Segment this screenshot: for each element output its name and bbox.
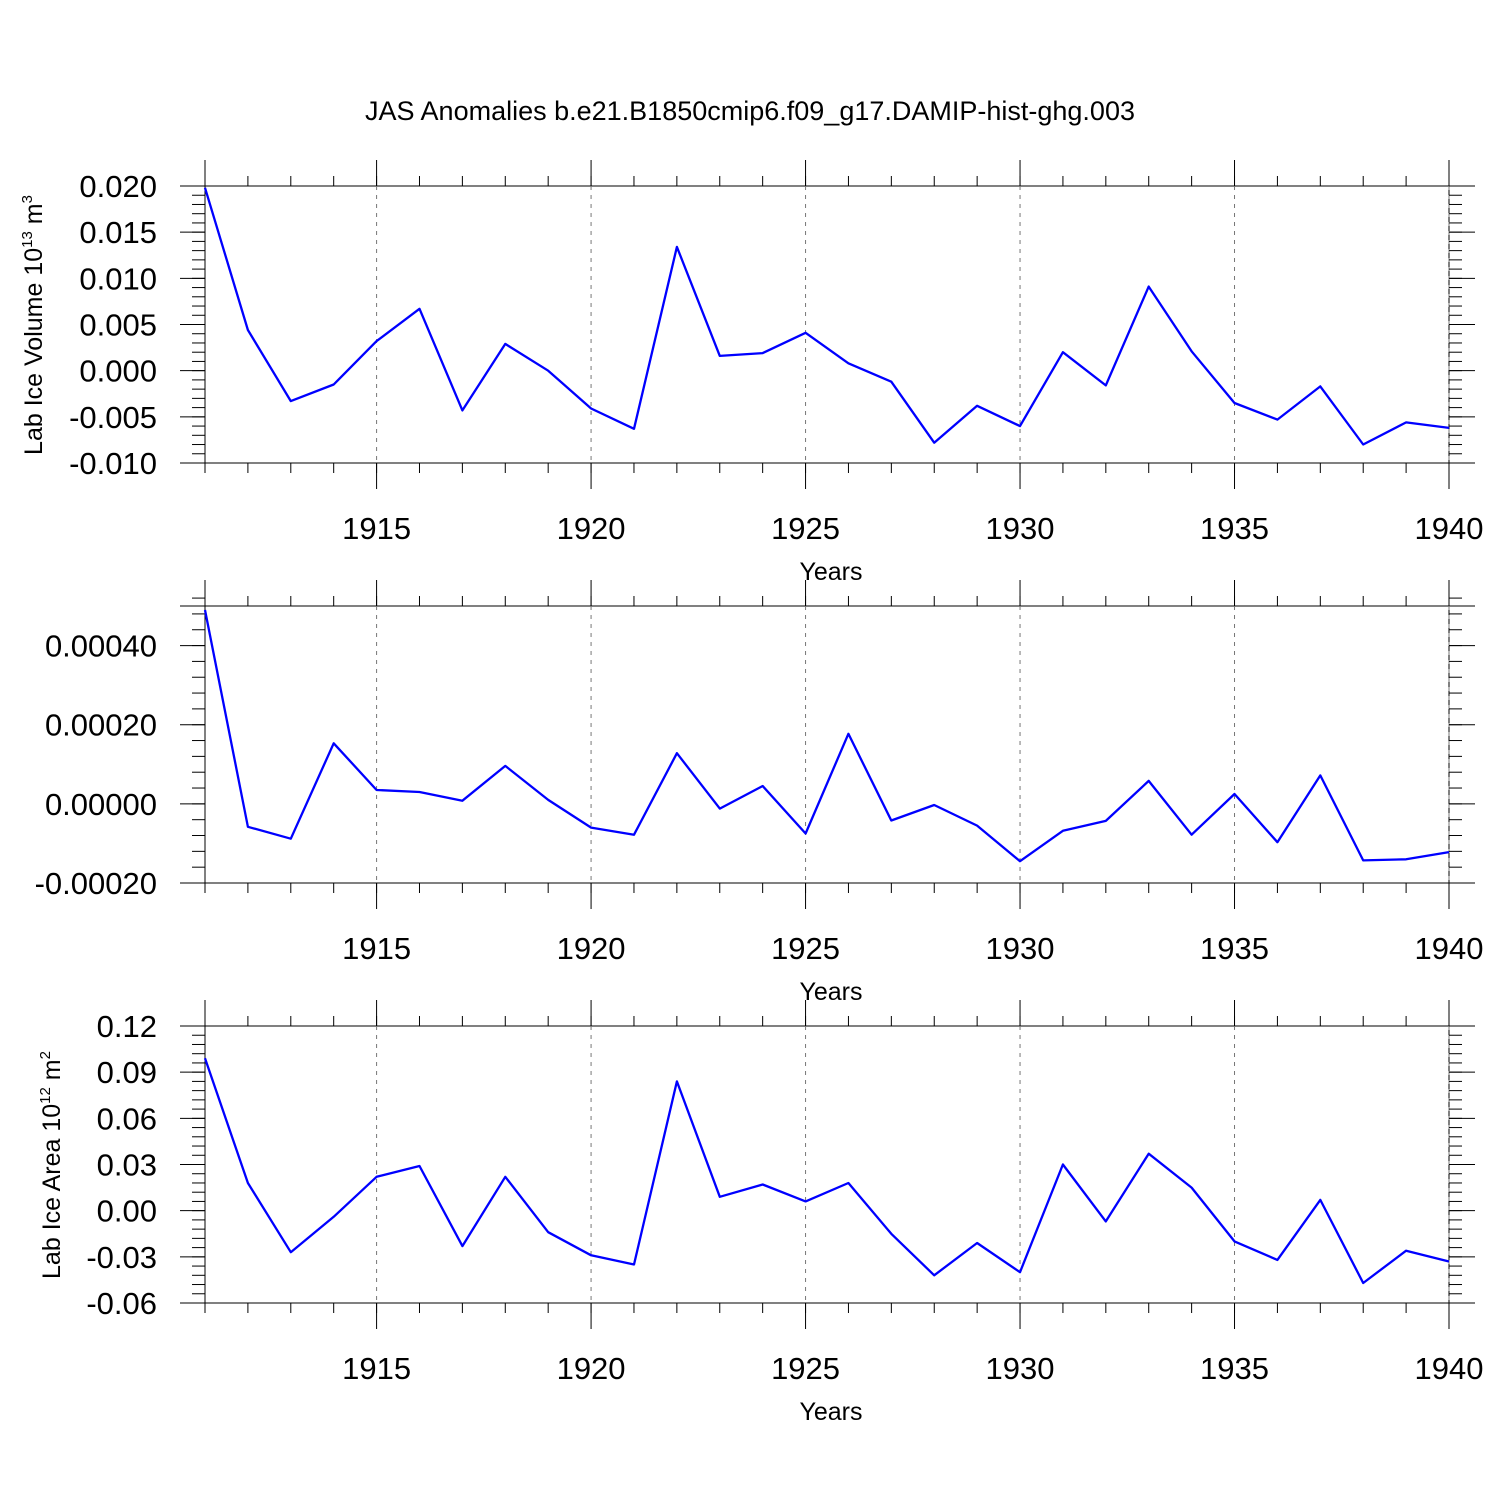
x-tick-label: 1940 [1415, 511, 1484, 546]
x-tick-label: 1935 [1200, 511, 1269, 546]
y-tick-label: -0.03 [86, 1240, 157, 1275]
y-tick-label: 0.06 [97, 1101, 157, 1136]
x-tick-label: 1915 [342, 511, 411, 546]
y-tick-label: 0.020 [79, 169, 157, 204]
x-tick-label: 1930 [986, 511, 1055, 546]
y-tick-label: 0.010 [79, 261, 157, 296]
x-tick-label: 1925 [771, 931, 840, 966]
x-tick-label: 1935 [1200, 931, 1269, 966]
x-tick-label: 1940 [1415, 931, 1484, 966]
x-tick-label: 1925 [771, 511, 840, 546]
x-tick-label: 1940 [1415, 1351, 1484, 1386]
y-tick-label: -0.010 [69, 446, 157, 481]
series-line [203, 609, 1450, 863]
series-line [203, 1057, 1450, 1285]
y-tick-label: 0.005 [79, 308, 157, 343]
x-tick-label: 1925 [771, 1351, 840, 1386]
x-tick-label: 1930 [986, 1351, 1055, 1386]
x-tick-label: 1935 [1200, 1351, 1269, 1386]
y-tick-label: 0.03 [97, 1148, 157, 1183]
series-line [203, 187, 1450, 446]
x-tick-label: 1920 [557, 931, 626, 966]
y-tick-label: 0.00020 [45, 708, 157, 743]
x-axis-label: Years [799, 1398, 862, 1426]
y-tick-label: -0.005 [69, 400, 157, 435]
y-tick-label: 0.000 [79, 354, 157, 389]
y-tick-label: 0.09 [97, 1055, 157, 1090]
y-tick-label: 0.00 [97, 1194, 157, 1229]
panel-3: 1915 1920 1925 1930 1935 1940 Years 0.12 0.09 0.0… [37, 1000, 1483, 1426]
panel-1: 1915 1920 1925 1930 1935 1940 Years 0.020 0.015 0… [19, 160, 1483, 586]
x-tick-label: 1930 [986, 931, 1055, 966]
y-axis-label: Lab Ice Area 1012 m2 [37, 1051, 66, 1279]
x-tick-label: 1920 [557, 1351, 626, 1386]
x-axis-label: Years [799, 978, 862, 1006]
y-tick-label: 0.015 [79, 215, 157, 250]
chart-title: JAS Anomalies b.e21.B1850cmip6.f09_g17.D… [365, 96, 1135, 126]
y-axis-label: Lab Snow Volume 1013 m3 [0, 600, 6, 889]
x-tick-label: 1915 [342, 1351, 411, 1386]
x-tick-label: 1920 [557, 511, 626, 546]
y-tick-label: 0.00000 [45, 787, 157, 822]
y-tick-label: -0.06 [86, 1286, 157, 1321]
y-tick-label: 0.12 [97, 1009, 157, 1044]
x-tick-label: 1915 [342, 931, 411, 966]
y-tick-label: 0.00040 [45, 629, 157, 664]
y-axis-label: Lab Ice Volume 1013 m3 [19, 195, 48, 455]
x-axis-label: Years [799, 558, 862, 586]
panel-2: 1915 1920 1925 1930 1935 1940 Years 0.00040 0.00… [0, 580, 1483, 1006]
y-tick-label: -0.00020 [35, 866, 157, 901]
